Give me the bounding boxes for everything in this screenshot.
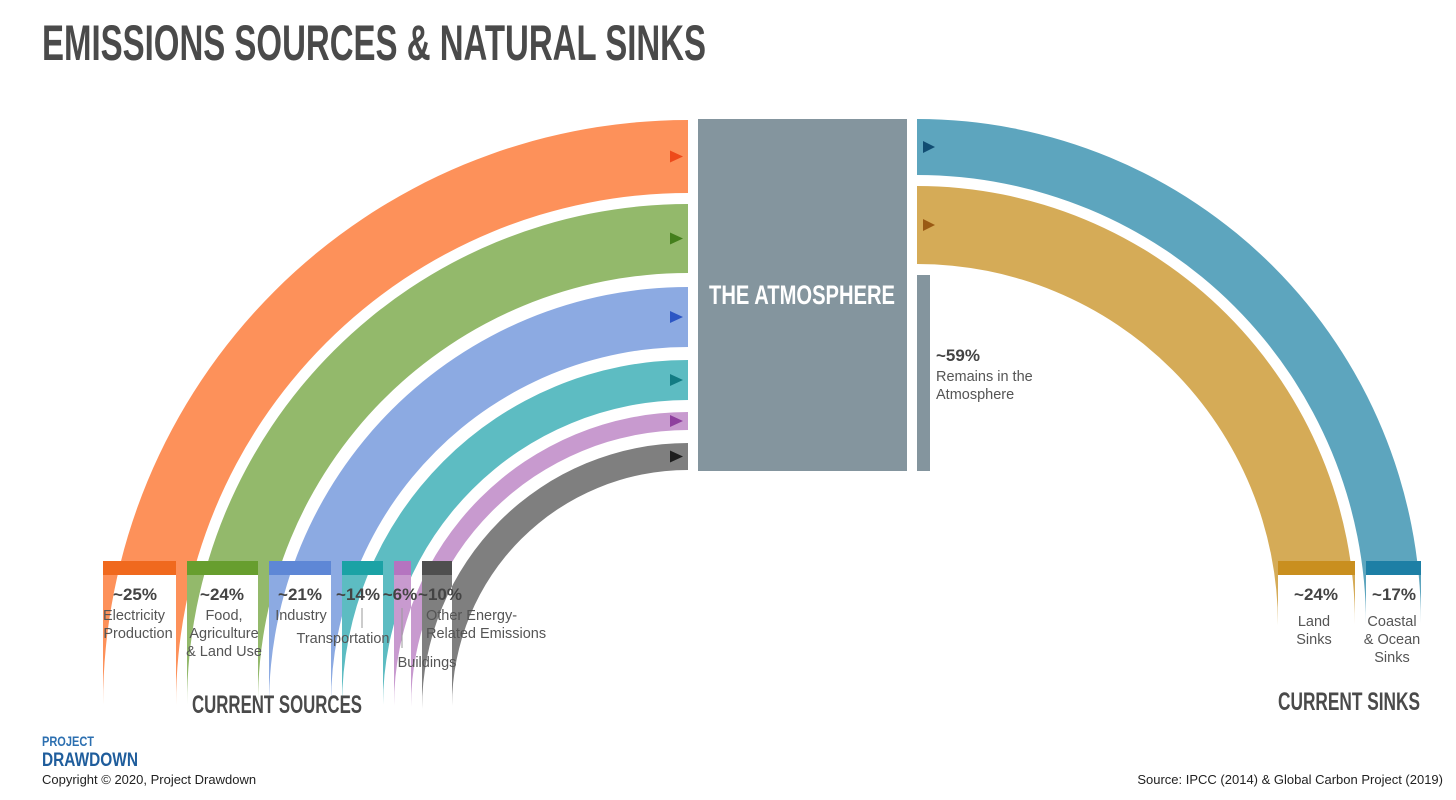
source-electricity-label-1: Electricity <box>103 608 166 624</box>
logo-line-1: PROJECT <box>42 733 94 749</box>
source-transportation-label: Transportation <box>297 631 390 647</box>
current-sinks-heading: CURRENT SINKS <box>1278 688 1420 716</box>
project-drawdown-logo: PROJECT DRAWDOWN <box>42 733 138 771</box>
source-other-label-1: Other Energy- <box>426 608 517 624</box>
source-band-industry <box>269 287 688 706</box>
logo-line-2: DRAWDOWN <box>42 750 138 771</box>
source-band-transportation <box>342 360 688 706</box>
sink-arrow-ocean <box>923 141 935 153</box>
source-food-label-2: Agriculture <box>189 626 258 642</box>
copyright-text: Copyright © 2020, Project Drawdown <box>42 772 256 787</box>
sink-land-label-2: Sinks <box>1296 632 1331 648</box>
sink-base-land <box>1278 561 1355 575</box>
source-base-other <box>422 561 452 575</box>
source-industry-percent: ~21% <box>278 585 322 604</box>
source-other-label-2: Related Emissions <box>426 626 546 642</box>
sink-land-percent: ~24% <box>1294 585 1338 604</box>
source-arrow-electricity <box>670 150 683 163</box>
source-band-buildings <box>394 412 688 707</box>
source-buildings-percent: ~6% <box>383 585 418 604</box>
source-electricity-label-2: Production <box>103 626 172 642</box>
sink-ocean-percent: ~17% <box>1372 585 1416 604</box>
sink-band-land <box>917 186 1355 625</box>
source-base-industry <box>269 561 331 575</box>
source-base-food <box>187 561 258 575</box>
source-other-percent: ~10% <box>418 585 462 604</box>
remains-label-line1: Remains in the <box>936 369 1033 385</box>
sink-ocean-label-2: & Ocean <box>1364 632 1420 648</box>
source-labels: ~25% Electricity Production ~24% Food, A… <box>103 585 546 671</box>
atmosphere-label: THE ATMOSPHERE <box>709 280 895 310</box>
sink-labels: ~24% Land Sinks ~17% Coastal & Ocean Sin… <box>1294 585 1420 666</box>
sink-land-label-1: Land <box>1298 614 1330 630</box>
source-arrow-buildings <box>670 415 683 427</box>
sink-arrow-land <box>923 219 935 231</box>
source-electricity-percent: ~25% <box>113 585 157 604</box>
source-food-label-3: & Land Use <box>186 644 262 660</box>
source-base-electricity <box>103 561 176 575</box>
source-arrow-transportation <box>670 374 683 386</box>
sink-ocean-label-1: Coastal <box>1367 614 1416 630</box>
sink-base-ocean <box>1366 561 1421 575</box>
source-band-food <box>187 204 688 705</box>
source-transportation-percent: ~14% <box>336 585 380 604</box>
source-industry-label: Industry <box>275 608 327 624</box>
source-food-percent: ~24% <box>200 585 244 604</box>
source-food-label-1: Food, <box>205 608 242 624</box>
source-band-electricity <box>103 120 688 705</box>
source-arrow-food <box>670 232 683 245</box>
source-base-buildings <box>394 561 411 575</box>
sink-ocean-label-3: Sinks <box>1374 650 1409 666</box>
sink-bands <box>917 119 1421 625</box>
source-arrow-industry <box>670 311 683 323</box>
source-buildings-label: Buildings <box>398 655 457 671</box>
source-arrow-other <box>670 450 683 463</box>
source-bands <box>103 120 688 709</box>
remains-label-line2: Atmosphere <box>936 387 1014 403</box>
page-title: EMISSIONS SOURCES & NATURAL SINKS <box>42 15 706 71</box>
current-sources-heading: CURRENT SOURCES <box>192 691 362 719</box>
atmosphere-box <box>698 119 907 471</box>
source-base-transportation <box>342 561 383 575</box>
remains-bar <box>917 275 930 471</box>
source-note: Source: IPCC (2014) & Global Carbon Proj… <box>1137 772 1443 787</box>
remains-percent: ~59% <box>936 346 980 365</box>
source-band-other <box>422 443 688 709</box>
